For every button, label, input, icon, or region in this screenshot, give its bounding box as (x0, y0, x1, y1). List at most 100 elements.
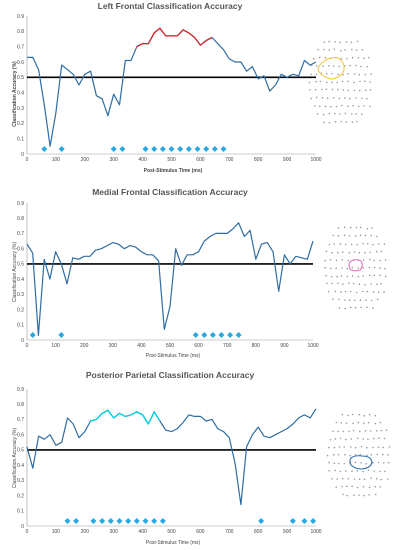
highlighted-series-segment (90, 409, 161, 425)
electrode-dot (379, 421, 382, 424)
electrode-dot (361, 97, 363, 100)
electrode-dot (368, 486, 371, 489)
electrode-dot (337, 251, 339, 254)
y-tick-label: 0 (21, 338, 24, 344)
electrode-dot (349, 306, 352, 309)
electrode-dot (324, 259, 327, 262)
electrode-dot (364, 251, 366, 254)
electrode-dot (352, 282, 355, 285)
electrode-dot (353, 494, 355, 497)
electrode-dot (355, 291, 358, 294)
significance-marker (107, 518, 114, 524)
electrode-dot (319, 105, 321, 108)
electrode-dot (346, 267, 349, 270)
electrode-dot (358, 494, 361, 496)
electrode-dot (345, 438, 347, 441)
electrode-dot (380, 429, 383, 432)
electrode-dot (324, 266, 327, 269)
electrode-dot (385, 429, 388, 432)
electrode-dot (363, 478, 366, 481)
electrode-dot (334, 41, 337, 43)
significance-marker (142, 518, 149, 524)
electrode-dot (310, 97, 313, 100)
electrode-dot (358, 283, 361, 286)
electrode-dot (353, 81, 355, 84)
highlighted-series-segment (136, 27, 213, 48)
electrode-dot (337, 73, 340, 76)
electrode-dot (377, 243, 380, 245)
y-tick-label: 0 (21, 524, 24, 530)
electrode-dot (358, 89, 361, 92)
electrode-dot (342, 430, 345, 433)
electrode-dot (355, 97, 357, 99)
electrode-dot (347, 414, 350, 417)
electrode-dot (357, 267, 360, 270)
significance-marker (211, 146, 218, 152)
x-tick-label: 100 (51, 343, 60, 349)
electrode-dot (344, 299, 346, 302)
electrode-dot (359, 80, 361, 83)
electrode-dot (368, 413, 371, 416)
electrode-dot (369, 258, 371, 261)
electrode-dot (372, 446, 374, 449)
electrode-dot (331, 88, 334, 91)
x-tick-label: 0 (26, 529, 29, 535)
electrode-dot (358, 478, 361, 481)
electrode-dot (363, 57, 366, 59)
electrode-dot (328, 470, 331, 472)
electrode-dot (323, 121, 325, 124)
electrode-dot (347, 73, 350, 75)
electrode-dot (340, 275, 343, 277)
electrode-dot (332, 65, 335, 67)
electrode-dot (325, 73, 328, 75)
electrode-dot (382, 446, 385, 449)
electrode-dot (333, 243, 335, 245)
electrode-dot (311, 64, 313, 67)
electrode-dot (338, 65, 341, 68)
electrode-dot (369, 89, 372, 91)
electrode-dot (332, 454, 335, 456)
electrode-dot (355, 49, 358, 51)
significance-marker (58, 332, 65, 338)
electrode-dot (315, 73, 318, 75)
electrode-dot (325, 88, 328, 91)
electrode-dot (379, 274, 381, 277)
electrode-dot (366, 446, 368, 449)
electrode-dot (338, 113, 341, 115)
electrode-dot (375, 235, 378, 238)
electrode-dot (342, 89, 345, 91)
chart-panel-posterior-parietal: Posterior Parietal Classification Accura… (12, 370, 391, 546)
electrode-dot (337, 227, 340, 229)
electrode-dot (345, 41, 348, 43)
electrode-dot (319, 80, 322, 83)
electrode-dot (333, 446, 336, 449)
electrode-dot (328, 243, 331, 246)
electrode-dot (331, 81, 334, 84)
x-tick-label: 100 (52, 529, 61, 535)
electrode-dot (380, 250, 383, 253)
electrode-dot (334, 112, 336, 115)
electrode-dot (355, 64, 358, 67)
electrode-dot (335, 105, 338, 108)
electrode-dot (373, 266, 376, 269)
electrode-dot (384, 275, 387, 278)
electrode-dot (345, 470, 347, 472)
electrode-dot (358, 73, 361, 76)
electrode-dot (341, 413, 344, 416)
electrode-dot (368, 494, 370, 496)
y-tick-label: 0.2 (17, 493, 24, 499)
electrode-dot (344, 453, 346, 456)
electrode-dot (332, 97, 335, 99)
electrode-dot (380, 283, 382, 285)
electrode-dot (372, 243, 374, 246)
y-tick-label: 0.6 (17, 246, 24, 252)
electrode-dot (351, 48, 353, 51)
electrode-dot (341, 477, 344, 480)
x-tick-label: 1000 (307, 343, 318, 349)
electrode-dot (361, 48, 364, 51)
electrode-dot (362, 259, 365, 262)
x-tick-label: 800 (254, 529, 263, 535)
x-tick-label: 900 (283, 529, 292, 535)
y-tick-label: 0.5 (17, 448, 24, 454)
electrode-dot (343, 234, 346, 237)
